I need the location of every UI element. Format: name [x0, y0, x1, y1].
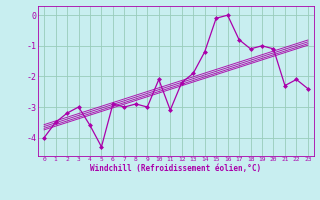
X-axis label: Windchill (Refroidissement éolien,°C): Windchill (Refroidissement éolien,°C) — [91, 164, 261, 173]
